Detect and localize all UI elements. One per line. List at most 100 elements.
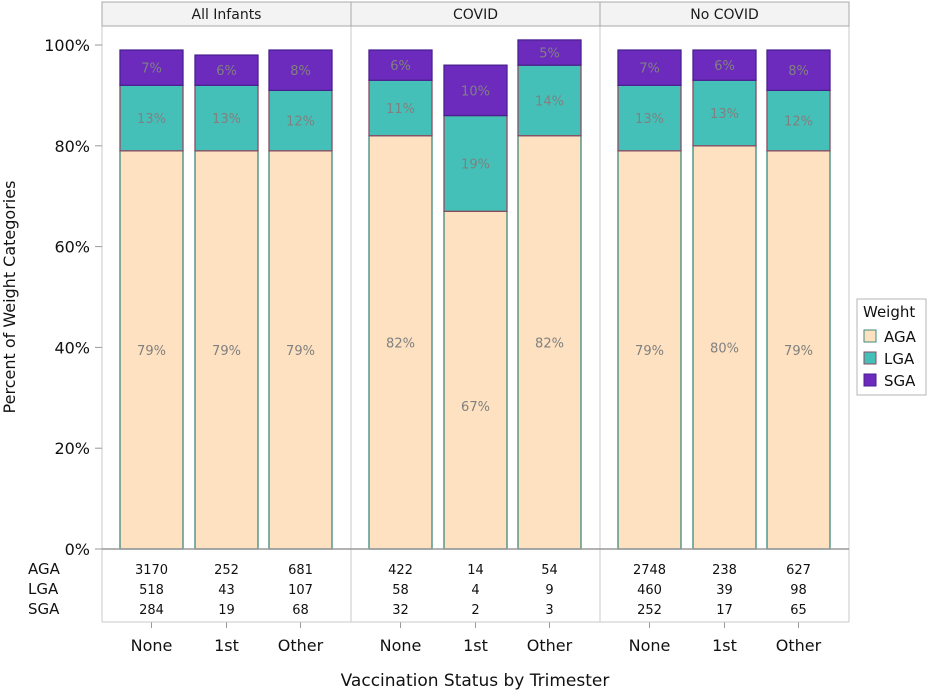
data-label-aga: 79% xyxy=(784,344,813,359)
x-tick-label: None xyxy=(380,636,422,655)
data-label-sga: 7% xyxy=(141,62,162,77)
x-tick-label: 1st xyxy=(712,636,737,655)
bar-segment-aga xyxy=(119,150,184,550)
bar-segment-sga xyxy=(194,54,259,86)
data-label-aga: 80% xyxy=(710,341,739,356)
y-tick-label: 60% xyxy=(54,238,90,257)
data-label-sga: 6% xyxy=(714,59,735,74)
x-tick-label: Other xyxy=(527,636,573,655)
data-label-aga: 79% xyxy=(212,344,241,359)
count-sga: 2 xyxy=(471,603,479,618)
count-row-label-aga: AGA xyxy=(28,560,61,578)
legend-swatch-lga xyxy=(863,351,877,365)
data-label-aga: 79% xyxy=(137,344,166,359)
count-lga: 43 xyxy=(218,583,235,598)
count-aga: 3170 xyxy=(135,563,168,578)
bar-segment-lga xyxy=(268,89,333,152)
y-tick-label: 20% xyxy=(54,439,90,458)
count-lga: 58 xyxy=(392,583,409,598)
count-lga: 9 xyxy=(545,583,553,598)
x-tick-label: Other xyxy=(776,636,822,655)
count-sga: 32 xyxy=(392,603,409,618)
data-label-sga: 6% xyxy=(390,59,411,74)
data-label-lga: 12% xyxy=(784,115,813,130)
bar-segment-aga xyxy=(692,145,757,550)
bar-segment-lga xyxy=(692,79,757,147)
panel-title: COVID xyxy=(453,7,498,23)
y-axis-title: Percent of Weight Categories xyxy=(0,181,19,414)
data-label-lga: 19% xyxy=(461,157,490,172)
bar-segment-aga xyxy=(617,150,682,550)
count-lga: 107 xyxy=(288,583,313,598)
legend-swatch-aga xyxy=(863,329,877,343)
x-tick-label: None xyxy=(629,636,671,655)
bar-segment-sga xyxy=(617,49,682,86)
count-lga: 98 xyxy=(790,583,807,598)
panel-all-infants: All Infants 79% 13% 7% 3170 518 284 None 79% 13% 6… xyxy=(101,1,352,655)
legend-title: Weight xyxy=(863,303,915,321)
count-sga: 3 xyxy=(545,603,553,618)
bar-segment-sga xyxy=(368,49,433,81)
x-tick-label: Other xyxy=(278,636,324,655)
panel-title: No COVID xyxy=(690,7,759,23)
bar-segment-sga xyxy=(119,49,184,86)
data-label-sga: 8% xyxy=(290,64,311,79)
count-sga: 19 xyxy=(218,603,235,618)
data-label-aga: 82% xyxy=(386,336,415,351)
data-label-lga: 13% xyxy=(137,112,166,127)
count-aga: 238 xyxy=(712,563,737,578)
bar-segment-sga xyxy=(692,49,757,81)
bar-segment-aga xyxy=(517,135,582,550)
data-label-aga: 79% xyxy=(635,344,664,359)
bar-segment-lga xyxy=(194,84,259,152)
bar-segment-aga xyxy=(368,135,433,550)
bar-segment-lga xyxy=(617,84,682,152)
count-sga: 65 xyxy=(790,603,807,618)
data-label-lga: 13% xyxy=(212,112,241,127)
legend-label-sga: SGA xyxy=(884,372,916,390)
legend: Weight AGA LGA SGA xyxy=(856,298,927,396)
count-sga: 252 xyxy=(637,603,662,618)
x-tick-label: 1st xyxy=(463,636,488,655)
count-aga: 422 xyxy=(388,563,413,578)
count-aga: 2748 xyxy=(633,563,666,578)
bar-segment-lga xyxy=(517,64,582,137)
count-lga: 4 xyxy=(471,583,479,598)
bar-segment-lga xyxy=(443,114,508,212)
legend-swatch-sga xyxy=(863,373,877,387)
data-label-sga: 10% xyxy=(461,84,490,99)
y-tick-label: 0% xyxy=(65,540,90,559)
data-label-sga: 8% xyxy=(788,64,809,79)
data-label-lga: 13% xyxy=(635,112,664,127)
bar-segment-sga xyxy=(517,39,582,66)
bar-segment-lga xyxy=(766,89,831,152)
legend-label-aga: AGA xyxy=(884,328,917,346)
data-label-lga: 12% xyxy=(286,115,315,130)
data-label-aga: 79% xyxy=(286,344,315,359)
panel-title: All Infants xyxy=(192,7,262,23)
data-label-lga: 11% xyxy=(386,102,415,117)
count-row-label-lga: LGA xyxy=(28,580,59,598)
data-label-lga: 14% xyxy=(535,94,564,109)
panel-header xyxy=(599,1,850,27)
legend-label-lga: LGA xyxy=(884,350,915,368)
bar-segment-aga xyxy=(194,150,259,550)
data-label-aga: 82% xyxy=(535,336,564,351)
data-label-sga: 6% xyxy=(216,64,237,79)
count-sga: 284 xyxy=(139,603,164,618)
panel-no-covid: No COVID 79% 13% 7% 2748 460 252 None 80% 13% 6% 23… xyxy=(599,1,850,655)
bar-segment-sga xyxy=(766,49,831,92)
x-tick-label: None xyxy=(131,636,173,655)
count-sga: 68 xyxy=(292,603,309,618)
bar-segment-sga xyxy=(443,64,508,117)
x-axis-title: Vaccination Status by Trimester xyxy=(341,671,610,691)
count-lga: 39 xyxy=(716,583,733,598)
y-tick-label: 100% xyxy=(44,36,90,55)
bar-segment-aga xyxy=(268,150,333,550)
count-aga: 681 xyxy=(288,563,313,578)
count-lga: 518 xyxy=(139,583,164,598)
bar-segment-sga xyxy=(268,49,333,92)
y-tick-label: 40% xyxy=(54,338,90,357)
